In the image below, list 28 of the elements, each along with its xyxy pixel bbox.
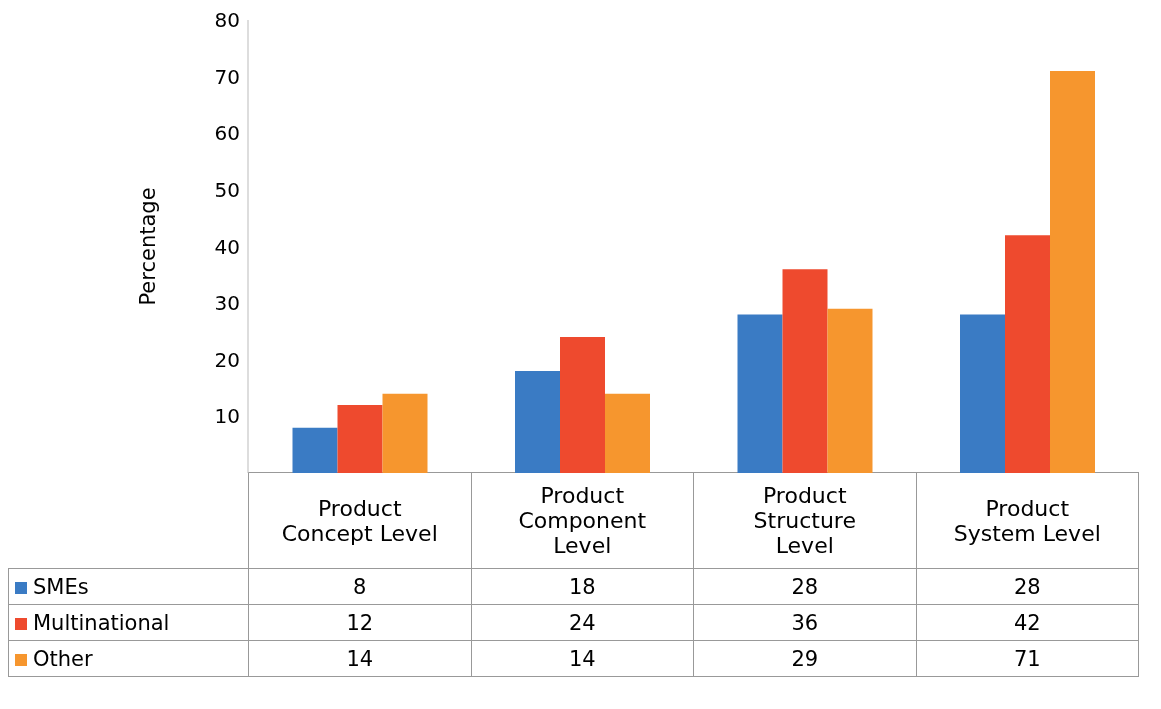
y-tick-label: 30	[214, 291, 240, 316]
y-tick-label: 10	[214, 404, 240, 429]
data-label: 24	[471, 604, 694, 641]
y-tick-label: 80	[214, 8, 240, 33]
legend-label: Other	[8, 640, 249, 677]
x-tick-label: Product Structure Level	[693, 472, 916, 569]
data-label: 14	[248, 640, 471, 677]
data-label: 14	[471, 640, 694, 677]
y-axis-title: Percentage	[136, 187, 161, 306]
data-label: 28	[693, 568, 916, 605]
y-tick-label: 20	[214, 347, 240, 372]
y-tick-label: 50	[214, 177, 240, 202]
y-tick-label: 60	[214, 121, 240, 146]
data-label: 8	[248, 568, 471, 605]
data-label: 29	[693, 640, 916, 677]
x-tick-label: Product System Level	[916, 472, 1139, 569]
data-label: 12	[248, 604, 471, 641]
legend-label: SMEs	[8, 568, 249, 605]
data-label: 42	[916, 604, 1139, 641]
y-tick-label: 70	[214, 64, 240, 89]
legend-label: Multinational	[8, 604, 249, 641]
x-tick-label: Product Concept Level	[248, 472, 471, 569]
data-label: 18	[471, 568, 694, 605]
data-label: 28	[916, 568, 1139, 605]
data-label: 36	[693, 604, 916, 641]
data-label: 71	[916, 640, 1139, 677]
x-tick-label: Product Component Level	[471, 472, 694, 569]
y-tick-label: 40	[214, 234, 240, 259]
